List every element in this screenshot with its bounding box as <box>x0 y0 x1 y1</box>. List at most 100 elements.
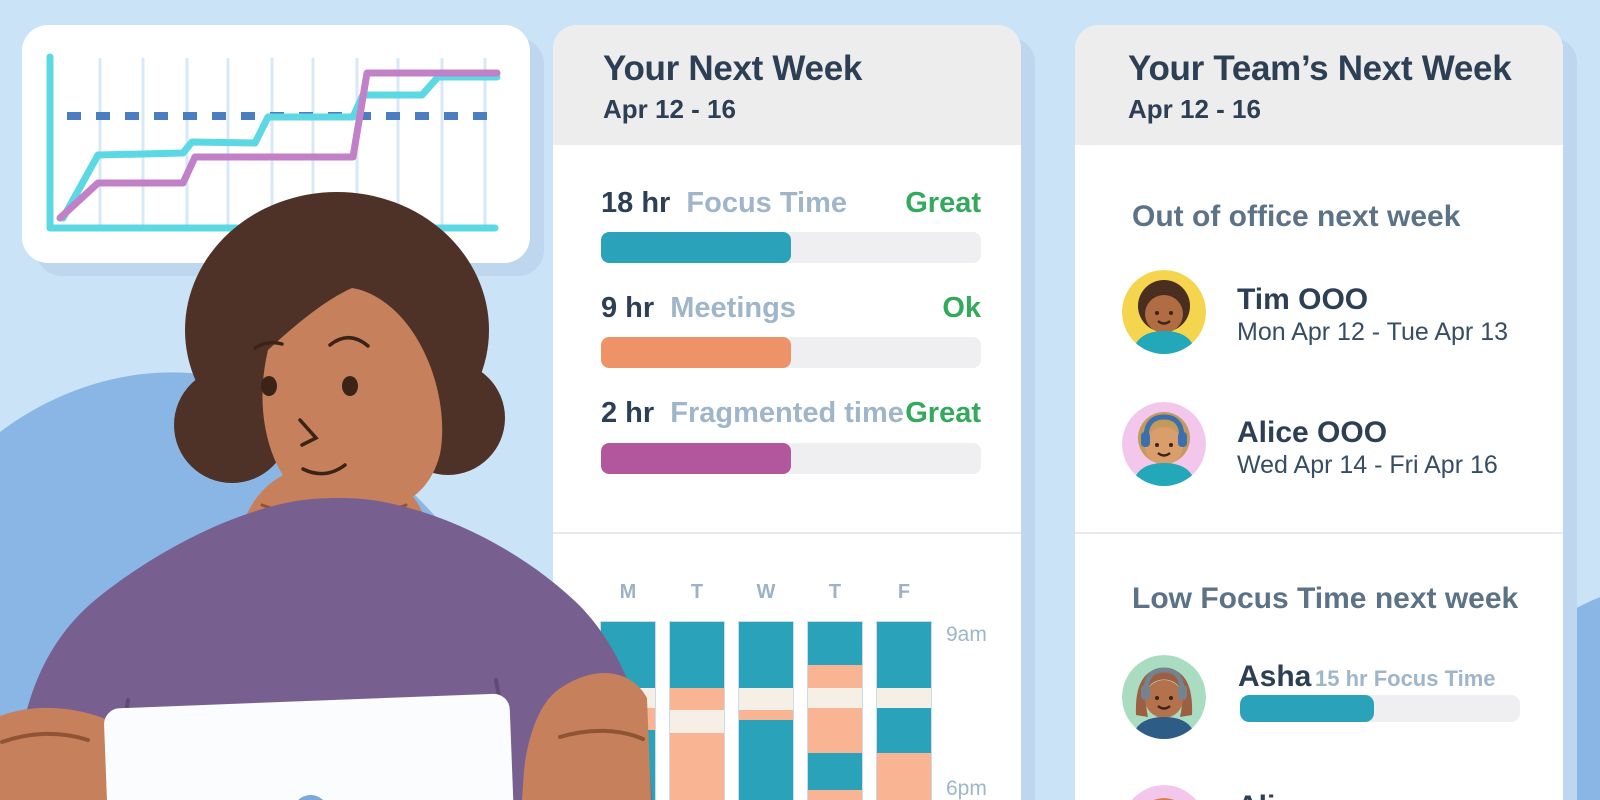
heatmap-block-teal <box>808 622 862 665</box>
member-name: Tim OOO <box>1237 283 1369 316</box>
headphones-band-icon <box>1143 414 1185 439</box>
heatmap-block-salmon <box>670 733 724 800</box>
heatmap-block-cream <box>670 710 724 733</box>
low-focus-section-heading: Low Focus Time next week <box>1132 582 1519 615</box>
asha-focus-bar <box>1240 695 1520 722</box>
heatmap-block-salmon <box>877 753 931 800</box>
date-range: Apr 12 - 16 <box>1128 94 1261 124</box>
card-title: Your Next Week <box>603 49 863 88</box>
card-header: Your Next Week Apr 12 - 16 <box>553 25 1021 145</box>
meetings-bar <box>601 337 981 368</box>
your-next-week-card: Your Next Week Apr 12 - 16 18 hr Focus T… <box>553 25 1021 800</box>
metric-status-badge: Great <box>905 187 981 219</box>
metric-status-badge: Ok <box>942 292 981 324</box>
day-label: T <box>828 581 842 603</box>
metric-status-badge: Great <box>905 397 981 429</box>
member-focus-hours: 13 hr Focus Time <box>1315 796 1496 800</box>
heatmap-block-teal <box>808 753 862 790</box>
laptop <box>104 693 514 800</box>
day-label: M <box>619 581 637 603</box>
heatmap-block-salmon <box>808 665 862 688</box>
avatar-eye <box>1169 696 1173 700</box>
left-arm-crease <box>0 731 90 744</box>
member-name: Asha <box>1238 660 1312 693</box>
avatar-shirt <box>1132 463 1196 486</box>
day-label: F <box>897 581 911 603</box>
member-name: Alice OOO <box>1237 416 1388 449</box>
metric-hours: 2 hr <box>601 397 655 429</box>
avatar-face <box>1145 295 1183 333</box>
section-divider <box>553 532 1021 534</box>
laptop-lid <box>104 693 514 800</box>
avatar-background <box>1122 785 1206 800</box>
day-label: T <box>690 581 704 603</box>
cyan-step-series <box>59 73 501 222</box>
face-features <box>253 336 370 476</box>
heatmap-column-T <box>807 621 863 800</box>
heatmap-block-salmon <box>670 688 724 710</box>
card-title: Your Team’s Next Week <box>1128 49 1512 88</box>
day-label: W <box>756 581 776 603</box>
neck-and-chest <box>238 462 432 545</box>
headphone-cup-icon <box>1141 432 1150 447</box>
avatar-smile <box>1157 452 1171 457</box>
sleeve-seams <box>119 678 510 800</box>
fragmented-time-bar <box>601 443 981 474</box>
member-name: Alice <box>1237 790 1309 800</box>
metric-label: Meetings <box>670 292 796 324</box>
heatmap-block-salmon <box>601 708 655 730</box>
card-header: Your Team’s Next Week Apr 12 - 16 <box>1075 25 1563 145</box>
laptop-logo-icon <box>292 794 329 800</box>
metric-focus-time: 18 hr Focus Time Great <box>601 188 981 220</box>
avatar-shirt <box>1132 717 1196 739</box>
heatmap-block-cream <box>739 688 793 710</box>
heatmap-block-teal <box>739 622 793 688</box>
avatar-eye <box>1155 696 1159 700</box>
asha-focus-bar-fill <box>1240 695 1375 722</box>
avatar-eye <box>1155 443 1159 447</box>
heatmap-column-M <box>600 621 656 800</box>
headphone-cup-icon <box>1178 685 1187 700</box>
heatmap-block-cream <box>601 688 655 708</box>
heatmap-block-teal <box>739 720 793 800</box>
headphones-band-icon <box>1143 667 1185 692</box>
fragmented-time-bar-fill <box>601 443 791 474</box>
heatmap-block-salmon <box>808 708 862 753</box>
meetings-bar-fill <box>601 337 791 368</box>
metric-hours: 9 hr <box>601 292 655 324</box>
avatar-face <box>1145 680 1183 718</box>
weekly-calendar-heatmap <box>600 621 932 800</box>
left-forearm <box>0 707 170 800</box>
headphone-cup-icon <box>1141 685 1150 700</box>
face <box>262 288 443 512</box>
purple-step-series <box>56 69 501 222</box>
focus-time-bar-fill <box>601 232 791 263</box>
heatmap-block-teal <box>601 730 655 800</box>
metric-fragmented-time: 2 hr Fragmented time Great <box>601 398 981 430</box>
focus-time-bar <box>601 232 981 263</box>
heatmap-block-cream <box>808 688 862 708</box>
team-next-week-card: Your Team’s Next Week Apr 12 - 16 Out of… <box>1075 25 1563 800</box>
avatar-tim <box>1122 270 1206 354</box>
avatar-eye <box>1155 311 1159 315</box>
collarbone-lines <box>260 503 408 513</box>
heatmap-block-teal <box>670 622 724 688</box>
avatar-smile <box>1157 320 1171 325</box>
avatar-eye <box>1169 443 1173 447</box>
background-blob-left <box>0 372 560 800</box>
member-ooo-dates: Mon Apr 12 - Tue Apr 13 <box>1237 318 1508 346</box>
time-label-start: 9am <box>946 623 987 646</box>
heatmap-column-T <box>669 621 725 800</box>
heatmap-block-teal <box>601 622 655 688</box>
metric-label: Focus Time <box>686 187 848 219</box>
time-label-end: 6pm <box>946 777 987 800</box>
heatmap-day-labels: M T W T F <box>601 581 931 604</box>
right-eye <box>342 376 358 396</box>
avatar-alice <box>1122 402 1206 486</box>
avatar-face <box>1145 427 1183 465</box>
heatmap-column-W <box>738 621 794 800</box>
avatar-smile <box>1157 705 1171 710</box>
member-focus-hours: 15 hr Focus Time <box>1315 666 1496 691</box>
heatmap-block-salmon <box>739 710 793 720</box>
